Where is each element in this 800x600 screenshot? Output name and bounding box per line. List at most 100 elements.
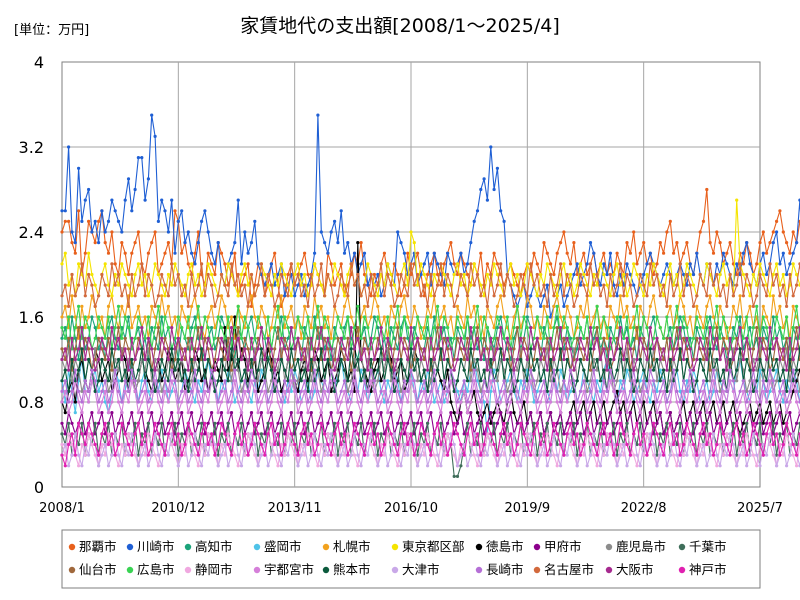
data-point [638, 379, 642, 383]
data-point [376, 272, 380, 277]
data-point [748, 304, 752, 308]
data-point [206, 315, 210, 319]
data-point [369, 442, 373, 447]
data-point [116, 389, 121, 393]
data-point [163, 336, 167, 340]
data-point [622, 336, 626, 340]
data-point [329, 411, 333, 415]
data-point [449, 315, 453, 319]
data-point [213, 326, 217, 330]
data-point [555, 442, 559, 447]
data-point [60, 294, 64, 298]
data-point [243, 368, 247, 372]
data-point [136, 336, 140, 340]
data-point [472, 283, 476, 287]
data-point [578, 411, 583, 415]
data-point [156, 368, 160, 372]
data-point [755, 411, 759, 415]
data-point [668, 411, 672, 415]
data-point [306, 464, 310, 468]
data-point [396, 294, 400, 298]
data-point [595, 368, 599, 372]
data-point [688, 315, 692, 319]
data-point [213, 304, 217, 308]
data-point [389, 326, 393, 330]
data-point [123, 368, 127, 372]
data-point [87, 421, 91, 425]
data-point [126, 315, 131, 319]
data-point [615, 411, 619, 415]
data-point [539, 432, 543, 436]
data-point [93, 241, 97, 245]
data-point [578, 326, 583, 330]
data-point [775, 315, 779, 319]
data-point [170, 421, 174, 425]
data-point [263, 432, 267, 436]
data-point [705, 442, 709, 447]
data-point [210, 347, 214, 351]
data-point [369, 368, 373, 372]
data-point [658, 347, 662, 351]
data-point [226, 442, 230, 447]
data-point [409, 411, 413, 415]
data-point [143, 198, 147, 202]
data-point [346, 432, 350, 436]
data-point [442, 336, 446, 340]
data-point [539, 357, 543, 362]
data-point [342, 336, 347, 340]
data-point [432, 315, 436, 319]
data-point [293, 379, 297, 383]
data-point [459, 411, 463, 415]
data-point [432, 357, 436, 362]
data-point [525, 389, 529, 393]
data-point [276, 389, 280, 393]
data-point [150, 241, 154, 245]
data-point [97, 411, 101, 415]
data-point [682, 294, 686, 298]
data-point [555, 421, 559, 425]
data-point [711, 379, 716, 383]
data-point [263, 389, 267, 393]
data-point [512, 432, 516, 436]
data-point [226, 432, 230, 436]
data-point [682, 357, 686, 362]
data-point [173, 368, 177, 372]
data-point [103, 230, 107, 234]
data-point [246, 400, 250, 404]
data-point [462, 442, 466, 447]
data-point [462, 357, 466, 362]
data-point [133, 241, 137, 245]
data-point [735, 400, 739, 404]
data-point [675, 241, 679, 245]
data-point [522, 389, 526, 393]
data-point [615, 315, 619, 319]
data-point [352, 389, 357, 393]
data-point [708, 453, 712, 457]
data-point [156, 421, 160, 425]
data-point [422, 389, 426, 393]
data-point [196, 464, 200, 468]
data-point [495, 400, 499, 404]
data-point [479, 400, 483, 404]
data-point [406, 442, 410, 447]
data-point [668, 272, 672, 277]
data-point [711, 336, 716, 340]
data-point [512, 315, 516, 319]
data-point [725, 421, 729, 425]
data-point [668, 326, 672, 330]
data-point [725, 453, 729, 457]
data-point [376, 357, 380, 362]
data-point [492, 294, 496, 298]
data-point [73, 357, 77, 362]
data-point [725, 347, 729, 351]
data-point [193, 379, 197, 383]
data-point [196, 326, 200, 330]
data-point [153, 262, 157, 266]
data-point [406, 357, 410, 362]
data-point [249, 379, 254, 383]
data-point [479, 464, 483, 468]
data-point [183, 379, 187, 383]
data-point [519, 442, 523, 447]
data-point [259, 262, 263, 266]
data-point [326, 389, 330, 393]
